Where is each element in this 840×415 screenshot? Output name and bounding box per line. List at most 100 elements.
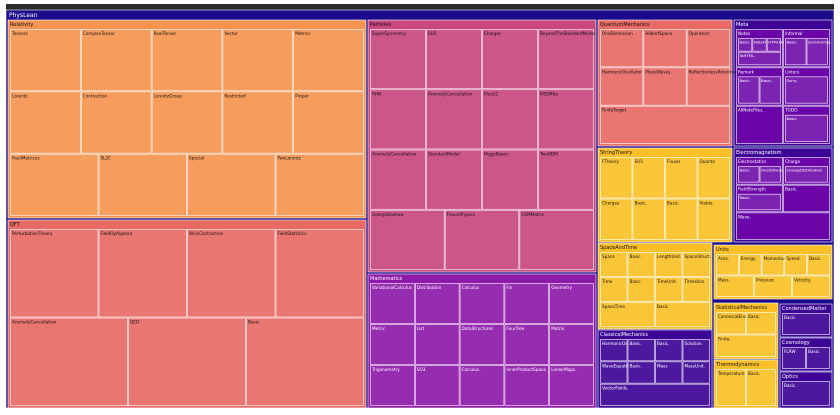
node-mathematics-so3[interactable] [414,365,460,406]
node-particles-twohdm[interactable] [538,149,594,210]
node-qft-anomalycancellation[interactable] [10,317,128,406]
node-spaceandtime-basic[interactable] [627,277,655,302]
node-electromagnetism-basic[interactable] [783,184,830,213]
node-particles-anomalycancellation[interactable] [370,149,426,210]
node-particles-su5[interactable] [426,29,482,90]
leaf-informal-basic[interactable] [785,38,807,66]
node-spaceandtime-spacestruct[interactable] [682,252,710,277]
node-classicalmechanics-harmonicoscillator[interactable] [600,339,628,362]
node-particles-higgsboson[interactable] [482,149,538,210]
node-stringtheory-basic[interactable] [632,198,665,240]
node-relativity-metrics[interactable] [293,29,364,92]
leaf-notes-basic[interactable] [738,38,753,52]
node-statisticalmechanics-basic[interactable] [746,312,776,335]
node-spaceandtime-timeslice[interactable] [682,277,710,302]
node-mathematics-geometry[interactable] [549,283,594,324]
node-spaceandtime-time[interactable] [600,277,628,302]
node-particles-mssmnu[interactable] [538,89,594,150]
node-relativity-twolorentz[interactable] [275,153,364,216]
node-spaceandtime-space[interactable] [600,252,628,277]
node-units-energy[interactable] [738,254,762,276]
node-spaceandtime-timeunit[interactable] [655,277,683,302]
leaf-electrostatics-basic[interactable] [738,166,760,183]
leaf-electrostatics-onedimension[interactable] [759,166,781,183]
node-thermodynamics-basic[interactable] [746,369,776,406]
node-qft-qed[interactable] [128,317,246,406]
node-qft-wickcontraction[interactable] [187,229,276,318]
node-classicalmechanics-basic[interactable] [627,361,655,384]
node-stringtheory-fluxes[interactable] [665,157,698,199]
node-particles-supersymmetry[interactable] [370,29,426,90]
leaf-informal-semiformal[interactable] [806,38,828,66]
node-units-mass[interactable] [716,275,754,297]
node-cosmology-basic[interactable] [806,347,830,369]
node-particles-anomalycancellation[interactable] [426,89,482,150]
node-relativity-lorentz[interactable] [10,91,81,154]
node-quantummechanics-finitetarget[interactable] [600,105,730,144]
node-stringtheory-ftheory[interactable] [600,157,633,199]
node-units-momentum[interactable] [761,254,785,276]
node-relativity-vector[interactable] [222,29,293,92]
node-relativity-complextensor[interactable] [81,29,152,92]
node-statisticalmechanics-finite[interactable] [716,334,776,357]
node-mathematics-list[interactable] [414,324,460,365]
node-stringtheory-viable[interactable] [697,198,730,240]
node-cosmology-flrw[interactable] [782,347,806,369]
treemap-pathbar[interactable] [6,4,834,10]
node-mathematics-trigonometry[interactable] [370,365,415,406]
node-units-pressure[interactable] [754,275,792,297]
node-particles-plusu1[interactable] [482,89,538,150]
leaf-remark-basic[interactable] [759,76,781,104]
node-qft-fieldstatistics[interactable] [275,229,364,318]
leaf-todo-basic[interactable] [785,114,828,142]
node-relativity-proper[interactable] [293,91,364,154]
node-statisticalmechanics-canonicalensemble[interactable] [716,312,746,335]
node-mathematics-fin[interactable] [504,283,549,324]
leaf-fieldstrength-basic[interactable] [738,193,781,211]
leaf-notes-htmlnote[interactable] [766,38,781,52]
node-particles-ckmmatrix[interactable] [519,209,594,270]
node-stringtheory-charges[interactable] [600,198,633,240]
node-quantummechanics-onedimension[interactable] [600,29,644,68]
node-particles-georgiglashow[interactable] [370,209,445,270]
node-mathematics-metric[interactable] [370,324,415,365]
node-mathematics-matrix[interactable] [549,324,594,365]
node-thermodynamics-temperature[interactable] [716,369,746,406]
node-particles-charges[interactable] [482,29,538,90]
node-classicalmechanics-basic[interactable] [655,339,683,362]
node-mathematics-fourtree[interactable] [504,324,549,365]
leaf-notes-notefile[interactable] [752,38,767,52]
node-particles-flavorphysics[interactable] [444,209,520,270]
node-electromagnetism-wave[interactable] [736,212,830,240]
leaf-linters-sorry[interactable] [785,76,828,104]
node-units-speed[interactable] [784,254,808,276]
node-particles-rhn[interactable] [370,89,426,150]
node-mathematics-calculus[interactable] [459,365,505,406]
node-classicalmechanics-mass[interactable] [655,361,683,384]
node-quantummechanics-planewaves[interactable] [643,67,687,106]
node-stringtheory-quanta[interactable] [697,157,730,199]
node-mathematics-calculus[interactable] [459,283,505,324]
node-classicalmechanics-massunit[interactable] [682,361,710,384]
node-mathematics-innerproductspace[interactable] [504,365,549,406]
node-spaceandtime-spacetime[interactable] [600,302,655,327]
node-particles-standardmodel[interactable] [426,149,482,210]
node-stringtheory-su5[interactable] [632,157,665,199]
node-spaceandtime-basic[interactable] [627,252,655,277]
node-mathematics-linearmaps[interactable] [549,365,594,406]
node-stringtheory-basic[interactable] [665,198,698,240]
node-units-velocity[interactable] [792,275,830,297]
node-classicalmechanics-waveequation[interactable] [600,361,628,384]
node-classicalmechanics-vectorfields[interactable] [600,383,710,406]
node-spaceandtime-basic[interactable] [655,302,710,327]
leaf-charge-chargedistribution[interactable] [785,166,828,183]
node-classicalmechanics-solution[interactable] [682,339,710,362]
leaf-remark-basic[interactable] [738,76,760,104]
node-mathematics-datastructures[interactable] [459,324,505,365]
node-particles-beyondthestandardmodel[interactable] [538,29,594,90]
node-relativity-sl2c[interactable] [98,153,187,216]
node-qft-fieldopalgebra[interactable] [98,229,187,318]
node-optics-basic[interactable] [782,381,830,406]
node-relativity-realtensor[interactable] [151,29,223,92]
node-classicalmechanics-basic[interactable] [627,339,655,362]
